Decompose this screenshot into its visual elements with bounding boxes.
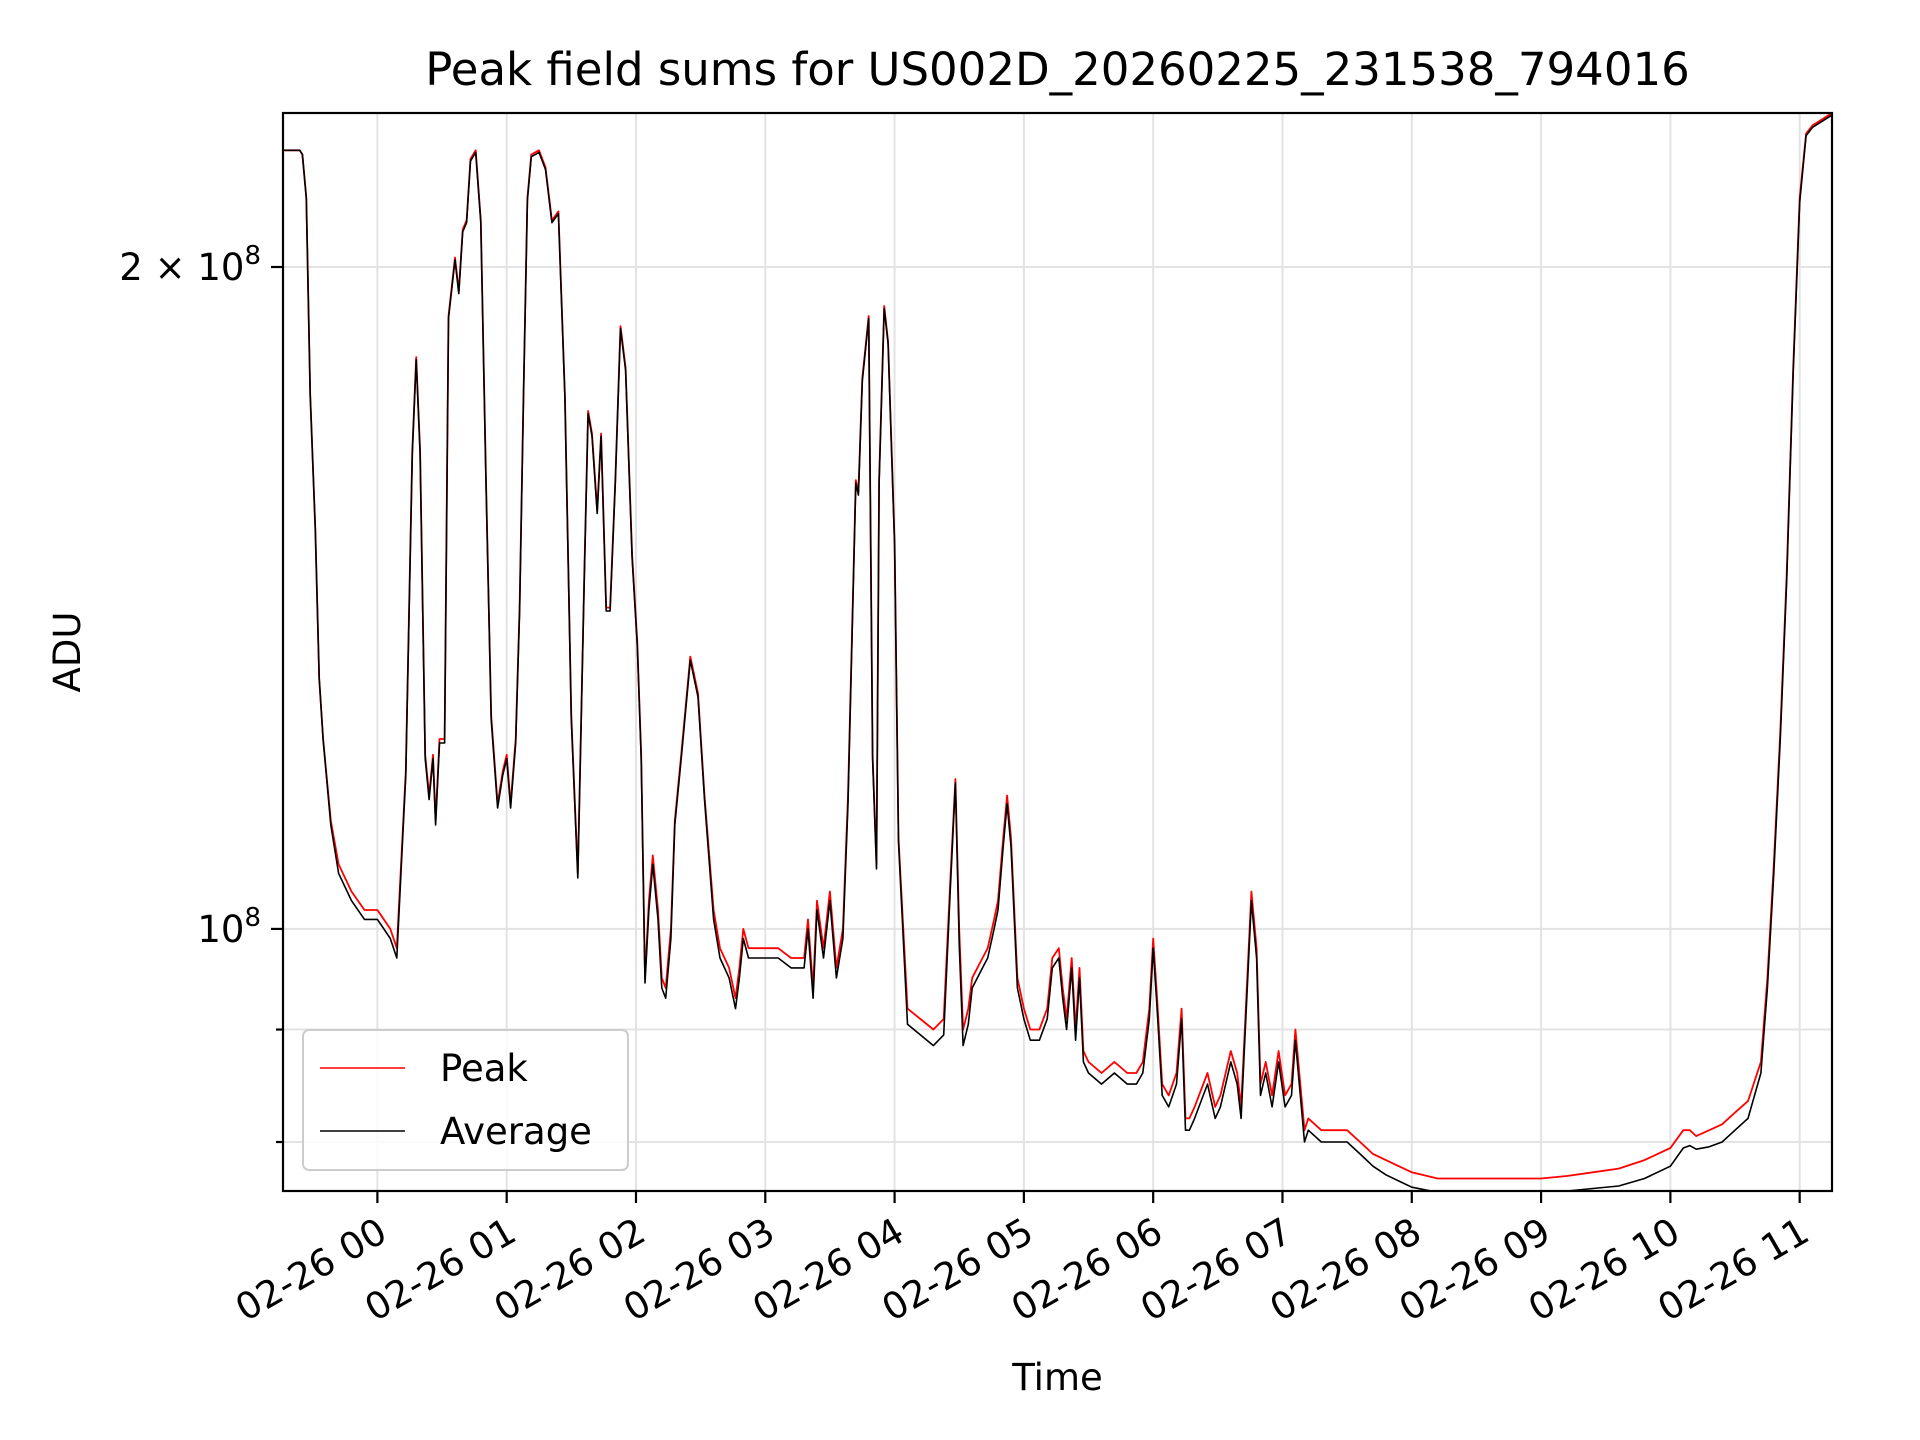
series-layer xyxy=(283,113,1832,1191)
grid-layer xyxy=(283,113,1832,1191)
series-line-average xyxy=(283,114,1832,1191)
y-tick-label: 2 × 108 xyxy=(119,241,261,289)
legend: Peak Average xyxy=(302,1029,629,1171)
x-axis-label: Time xyxy=(1011,1356,1103,1399)
legend-label-average: Average xyxy=(440,1110,592,1153)
chart-title: Peak field sums for US002D_20260225_2315… xyxy=(425,43,1689,96)
y-axis-label: ADU xyxy=(46,612,89,693)
y-tick-label: 108 xyxy=(197,903,261,951)
series-line-peak xyxy=(283,113,1832,1180)
legend-box xyxy=(302,1029,629,1171)
plot-frame xyxy=(281,111,1834,1193)
legend-label-peak: Peak xyxy=(440,1047,528,1090)
